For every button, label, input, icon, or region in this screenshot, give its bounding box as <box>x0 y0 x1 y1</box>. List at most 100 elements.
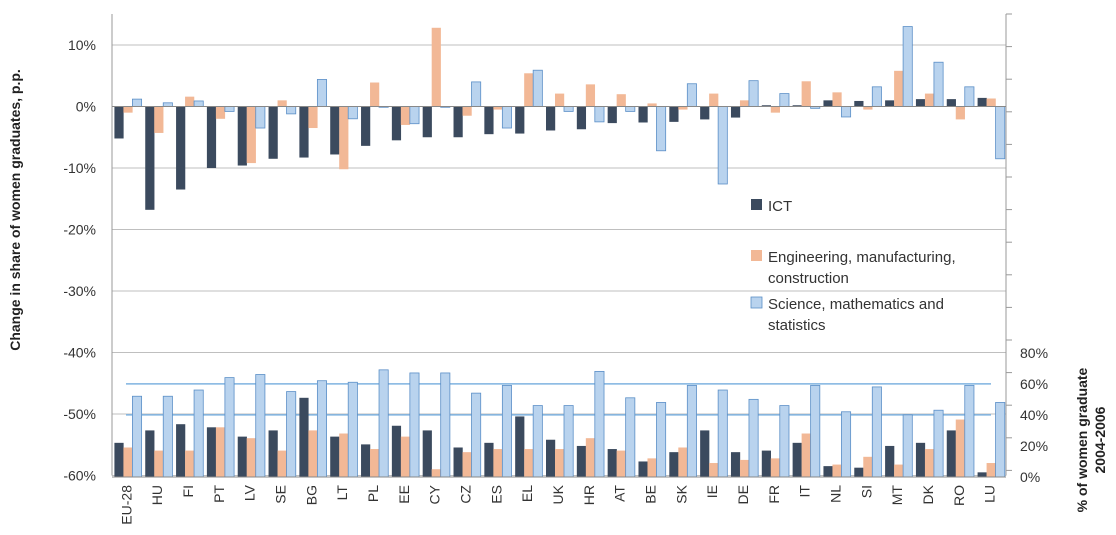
level-bar-PL-2 <box>378 369 389 478</box>
right-axis-title-line: 2004-2006 <box>1092 406 1108 473</box>
category-label: HU <box>149 485 165 505</box>
right-y-tick-label: 0% <box>1020 469 1040 485</box>
change-bar-CZ-2 <box>471 81 482 107</box>
level-bar-BG-2 <box>316 380 327 478</box>
category-label: UK <box>550 484 566 504</box>
left-axis-title: Change in share of women graduates, p.p. <box>7 69 23 351</box>
change-bar-DE-1 <box>739 100 750 107</box>
legend-item: Engineering, manufacturing, construction <box>751 249 956 287</box>
level-bar-EE-0 <box>391 425 402 477</box>
category-label: CZ <box>458 485 474 504</box>
legend-item: Science, mathematics and statistics <box>750 296 944 334</box>
level-bar-LV-0 <box>237 436 247 477</box>
level-bar-CZ-0 <box>453 447 463 477</box>
change-bar-BG-0 <box>299 106 309 158</box>
level-bar-CY-2 <box>440 372 451 478</box>
level-bar-EL-0 <box>515 416 525 477</box>
category-label: AT <box>612 485 628 502</box>
change-bar-EE-1 <box>400 106 411 125</box>
level-bar-FI-2 <box>193 389 204 478</box>
level-bar-CY-0 <box>422 430 432 477</box>
level-bar-NL-1 <box>832 464 842 477</box>
change-bar-HR-0 <box>576 106 587 130</box>
y-tick-label: -40% <box>63 345 96 361</box>
change-bar-UK-2 <box>563 106 574 112</box>
level-bar-LT-0 <box>330 436 340 477</box>
y-tick-label: 0% <box>76 99 96 115</box>
level-bar-SI-2 <box>871 386 882 478</box>
change-bar-CZ-0 <box>453 106 463 138</box>
level-bar-SI-1 <box>863 456 873 477</box>
category-label: EL <box>519 485 535 502</box>
level-bar-NL-0 <box>823 466 833 477</box>
change-bar-MT-2 <box>902 26 913 107</box>
change-bar-LV-2 <box>255 106 266 129</box>
change-bar-CZ-1 <box>462 106 472 116</box>
change-bar-MT-0 <box>885 100 895 107</box>
change-bar-RO-0 <box>946 99 956 107</box>
category-label: CY <box>427 484 443 504</box>
change-bar-LU-0 <box>977 97 987 107</box>
level-bar-MT-2 <box>902 414 913 478</box>
level-bar-PL-1 <box>370 449 380 477</box>
change-bar-EL-2 <box>532 69 543 107</box>
level-bar-EL-2 <box>532 405 543 478</box>
level-bar-HU-2 <box>162 395 173 478</box>
legend-item: ICT <box>751 198 792 215</box>
category-label: PT <box>211 485 227 503</box>
change-bar-LT-0 <box>330 106 340 155</box>
change-bar-FI-1 <box>185 96 195 107</box>
level-bar-EE-2 <box>409 372 420 478</box>
change-bar-EU-28-1 <box>123 106 133 113</box>
change-bar-FR-0 <box>761 105 771 107</box>
y-tick-label: -60% <box>63 468 96 484</box>
level-bar-HR-1 <box>585 438 596 477</box>
category-label: IT <box>797 485 813 498</box>
change-bar-SK-0 <box>669 106 679 122</box>
level-bar-EU-28-1 <box>123 447 133 477</box>
change-bar-CY-1 <box>431 27 441 107</box>
change-bar-LV-0 <box>237 106 247 166</box>
category-label: DE <box>735 485 751 504</box>
level-bar-RO-2 <box>964 384 975 478</box>
level-bar-PT-1 <box>215 427 226 477</box>
change-bar-NL-1 <box>832 92 842 107</box>
level-bar-SK-2 <box>686 384 697 478</box>
change-bar-IE-0 <box>700 106 710 120</box>
category-label: RO <box>951 485 967 506</box>
level-bar-BE-2 <box>656 402 667 478</box>
level-bar-CY-1 <box>431 469 441 477</box>
change-bar-PT-0 <box>206 106 217 168</box>
change-bar-PL-0 <box>361 106 371 146</box>
legend-swatch <box>751 199 762 210</box>
level-bar-CZ-2 <box>471 392 482 478</box>
category-label: PL <box>365 485 381 502</box>
change-bar-IE-2 <box>717 106 728 185</box>
change-bar-HR-1 <box>585 84 596 107</box>
level-bar-FI-0 <box>176 424 186 477</box>
change-bar-PL-1 <box>370 82 380 107</box>
change-bar-EU-28-2 <box>132 98 143 107</box>
category-label: DK <box>920 484 936 504</box>
level-bar-BG-1 <box>308 430 318 477</box>
level-bar-PT-2 <box>224 377 235 478</box>
level-bar-DE-2 <box>748 398 759 478</box>
legend-label: statistics <box>768 317 826 334</box>
change-bar-BE-1 <box>647 103 657 107</box>
change-bar-SE-0 <box>268 106 278 159</box>
category-label: EU-28 <box>118 485 134 525</box>
change-bar-DE-2 <box>748 80 759 107</box>
y-tick-label: -50% <box>63 406 96 422</box>
level-bar-ES-1 <box>493 449 503 477</box>
level-bar-HU-0 <box>145 430 155 477</box>
change-bar-PT-2 <box>224 106 235 112</box>
y-tick-label: -30% <box>63 283 96 299</box>
legend-label: Engineering, manufacturing, <box>768 249 956 266</box>
level-bar-MT-1 <box>894 464 904 477</box>
category-label: SE <box>273 485 289 504</box>
change-bar-BE-0 <box>638 106 648 123</box>
change-bar-DK-2 <box>933 61 944 107</box>
change-bar-HU-2 <box>162 102 173 107</box>
level-bar-IE-2 <box>717 389 728 478</box>
